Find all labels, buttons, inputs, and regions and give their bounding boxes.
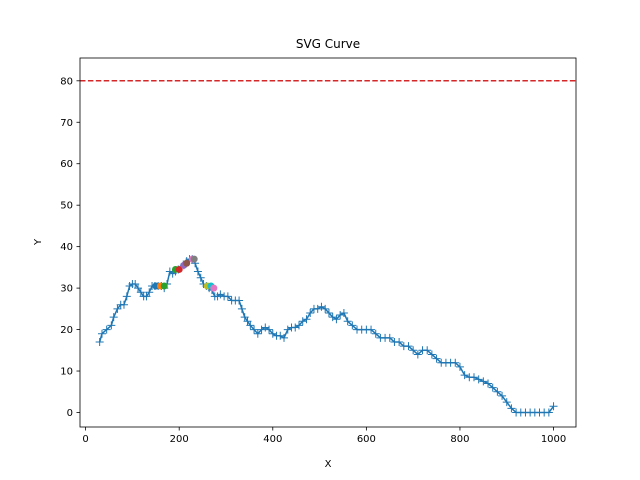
y-tick-label: 30 (60, 284, 73, 295)
data-point (134, 284, 143, 293)
data-point (306, 308, 315, 317)
data-point (432, 354, 441, 363)
highlight-point (190, 255, 198, 263)
data-point (237, 304, 246, 313)
data-point (95, 338, 104, 347)
data-point (313, 304, 322, 313)
data-point (280, 333, 289, 342)
data-point (107, 321, 116, 330)
data-point (276, 331, 285, 340)
data-point (119, 300, 128, 309)
data-point (507, 404, 516, 413)
data-point (328, 313, 337, 322)
y-axis-label: Y (33, 238, 44, 246)
y-tick-label: 50 (60, 201, 73, 212)
x-axis-label: X (325, 459, 332, 470)
y-tick-label: 0 (67, 408, 73, 419)
data-point (479, 377, 488, 386)
data-point (469, 373, 478, 382)
data-point (113, 304, 122, 313)
data-point (294, 321, 303, 330)
data-point (321, 304, 330, 313)
data-point (216, 290, 225, 299)
data-point (324, 308, 333, 317)
data-point (145, 288, 154, 297)
data-point (451, 358, 460, 367)
data-point (302, 315, 311, 324)
data-point (317, 302, 326, 311)
data-point (97, 329, 106, 338)
data-point (250, 325, 259, 334)
data-point (455, 362, 464, 371)
data-point (423, 346, 432, 355)
data-point (339, 308, 348, 317)
x-tick-label: 0 (82, 434, 88, 445)
plot-layer (80, 80, 576, 417)
data-point (223, 292, 232, 301)
data-point (283, 325, 292, 334)
data-point (235, 296, 244, 305)
data-point (261, 323, 270, 332)
data-point (488, 383, 497, 392)
data-point (385, 333, 394, 342)
highlight-point (210, 284, 218, 292)
data-point (474, 375, 483, 384)
data-point (395, 338, 404, 347)
data-point (413, 350, 422, 359)
data-point (336, 311, 345, 320)
data-point (409, 346, 418, 355)
data-point (291, 323, 300, 332)
data-point (136, 288, 145, 297)
y-tick-label: 40 (60, 242, 73, 253)
data-point (265, 325, 274, 334)
data-point (240, 313, 249, 322)
data-point (367, 325, 376, 334)
y-tick-label: 20 (60, 325, 73, 336)
highlight-point (160, 282, 168, 290)
y-tick-label: 70 (60, 118, 73, 129)
x-tick-label: 400 (263, 434, 282, 445)
data-point (196, 273, 205, 282)
data-point (298, 317, 307, 326)
data-point (243, 317, 252, 326)
y-tick-label: 60 (60, 159, 73, 170)
data-point (427, 350, 436, 359)
data-point (484, 379, 493, 388)
data-point (142, 292, 151, 301)
data-point (122, 292, 131, 301)
data-point (493, 387, 502, 396)
y-tick-label: 80 (60, 76, 73, 87)
axes-layer: 0 200 400 600 800 1000 0 10 20 30 40 50 60 70 80 (60, 57, 577, 445)
data-point (498, 391, 507, 400)
data-point (131, 279, 140, 288)
chart-title: SVG Curve (296, 37, 360, 51)
data-point (348, 321, 357, 330)
axes-frame (79, 57, 577, 428)
y-tick-label: 10 (60, 367, 73, 378)
data-point (268, 329, 277, 338)
x-tick-label: 800 (450, 434, 469, 445)
data-point (102, 325, 111, 334)
data-point (332, 315, 341, 324)
data-point (549, 402, 558, 411)
x-tick-label: 1000 (541, 434, 566, 445)
data-point (253, 329, 262, 338)
x-tick-label: 200 (170, 434, 189, 445)
data-point (502, 398, 511, 407)
highlight-point (183, 259, 191, 267)
data-point (109, 313, 118, 322)
data-point (257, 325, 266, 334)
data-point (193, 267, 202, 276)
data-point (246, 321, 255, 330)
data-point (460, 371, 469, 380)
data-point (371, 329, 380, 338)
data-point (343, 317, 352, 326)
data-point (404, 342, 413, 351)
data-point (544, 408, 553, 417)
highlight-point (175, 265, 183, 273)
x-tick-label: 600 (357, 434, 376, 445)
